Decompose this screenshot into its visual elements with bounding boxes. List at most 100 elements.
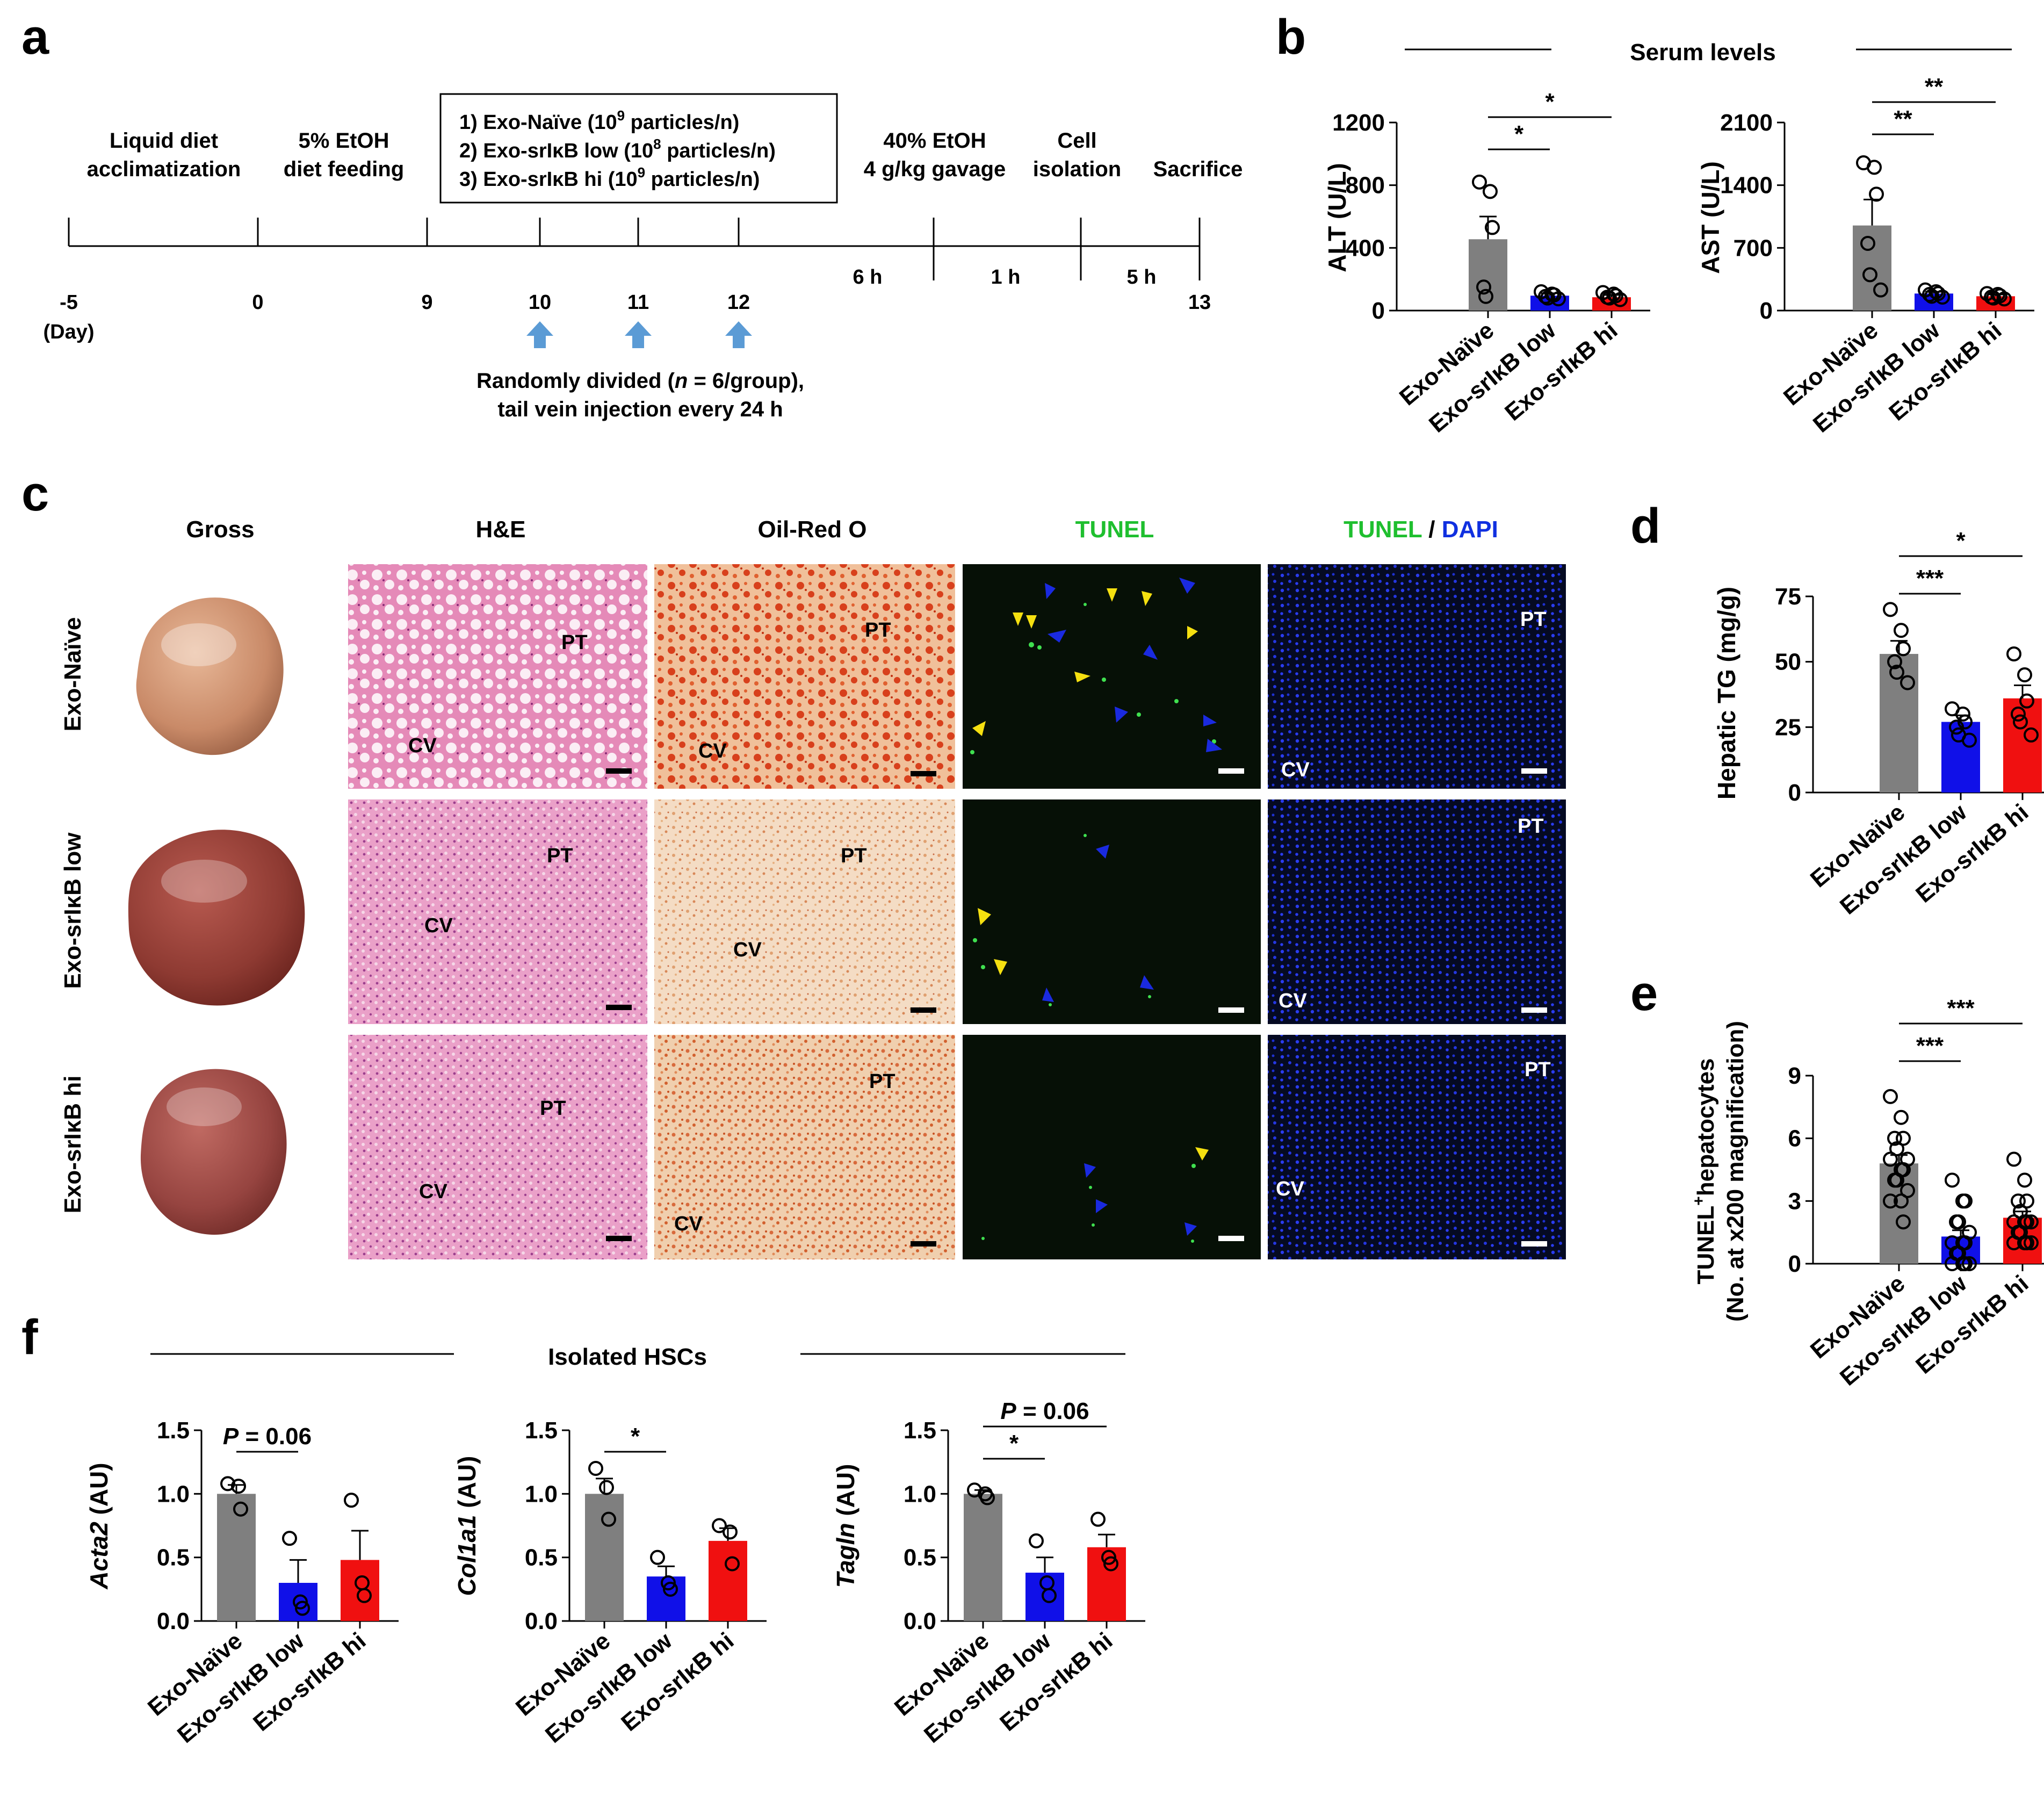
y-tick-label: 0.5 xyxy=(904,1545,936,1571)
gene-name: Tagln xyxy=(832,1523,860,1588)
data-point xyxy=(663,1581,678,1597)
dapi-low-cv: CV xyxy=(1279,990,1307,1012)
data-point xyxy=(1945,1172,1960,1188)
gross-liver-hi xyxy=(140,1069,287,1235)
panel-d-letter: d xyxy=(1630,499,1660,553)
p-value: = 0.06 xyxy=(1016,1398,1089,1424)
y-tick-label: 1.5 xyxy=(525,1417,558,1444)
y-tick-label: 3 xyxy=(1788,1188,1801,1214)
step-2-line2: diet feeding xyxy=(284,157,404,181)
data-point xyxy=(1958,1235,1973,1251)
serum-header: Serum levels xyxy=(1630,39,1776,66)
data-point xyxy=(2019,1235,2034,1251)
timeline xyxy=(68,218,1201,280)
gene-unit: (AU) xyxy=(832,1464,860,1523)
data-point xyxy=(1476,279,1491,295)
data-point xyxy=(601,1511,616,1527)
data-point xyxy=(295,1601,310,1616)
data-point xyxy=(661,1575,676,1590)
gene-name: Col1a1 xyxy=(453,1515,481,1596)
data-point xyxy=(344,1493,359,1508)
y-tick-label: 1200 xyxy=(1332,110,1385,136)
y-tick-label: 1.5 xyxy=(904,1417,936,1444)
tunel-sig-low-label: *** xyxy=(1916,1033,1944,1059)
data-point xyxy=(1883,1089,1898,1104)
row-label-low: Exo-srIκB low xyxy=(60,832,86,989)
data-point xyxy=(1997,291,2012,307)
alt-sig-hi-label: * xyxy=(1545,89,1555,115)
col-tunel: TUNEL xyxy=(1075,516,1154,543)
oil-hi-pt: PT xyxy=(869,1070,895,1093)
scale-bar xyxy=(1521,1241,1547,1247)
data-point xyxy=(1869,186,1884,202)
y-tick-label: 0 xyxy=(1760,298,1773,324)
tg-sig-hi-label: * xyxy=(1956,528,1966,554)
injection-arrow-day10 xyxy=(526,321,553,348)
tick-12: 12 xyxy=(727,291,750,314)
micrograph-he-low: PT CV xyxy=(348,799,647,1024)
data-point xyxy=(2006,646,2021,662)
micrograph-tunel-low xyxy=(963,799,1261,1024)
scale-bar xyxy=(606,1005,632,1010)
data-point xyxy=(1900,675,1915,690)
y-tick-label: 1.0 xyxy=(525,1481,558,1507)
data-point xyxy=(725,1556,740,1572)
interval-1h: 1 h xyxy=(991,266,1021,289)
data-point xyxy=(2011,1193,2026,1209)
data-point xyxy=(1986,290,2001,306)
y-tick-label: 0.0 xyxy=(904,1608,936,1634)
data-point xyxy=(1962,1256,1977,1271)
scale-bar xyxy=(1218,1236,1244,1241)
tick-13: 13 xyxy=(1188,291,1211,314)
data-point xyxy=(1951,1214,1966,1230)
dapi-hi-pt: PT xyxy=(1525,1058,1551,1081)
tick-0: 0 xyxy=(252,291,263,314)
tunel-word: TUNEL xyxy=(1693,1206,1719,1285)
micrograph-dapi-low: PT CV xyxy=(1268,799,1566,1024)
scale-bar xyxy=(911,771,936,776)
y-tick-label: 0.0 xyxy=(157,1608,190,1634)
tunel-rest: hepatocytes xyxy=(1693,1058,1719,1197)
step-5-line1: Sacrifice xyxy=(1153,157,1243,181)
bar-hi xyxy=(2003,698,2042,792)
data-point xyxy=(1889,1141,1904,1157)
box-item-2: 2) Exo-srIκB low (108 particles/n) xyxy=(459,136,776,162)
panel-f-letter: f xyxy=(21,1310,38,1365)
data-point xyxy=(1896,1214,1911,1230)
interval-6h: 6 h xyxy=(853,266,883,289)
scale-bar xyxy=(606,768,632,774)
data-point xyxy=(1883,1151,1898,1167)
dapi-naive-cv: CV xyxy=(1281,759,1310,781)
data-point xyxy=(1889,1172,1904,1188)
scale-bar xyxy=(1521,1007,1547,1013)
tick-minus5: -5 xyxy=(60,291,78,314)
data-point xyxy=(2019,1214,2034,1230)
data-point xyxy=(2024,1214,2039,1230)
step-4-line1: Cell xyxy=(1057,129,1096,153)
oil-naive-cv: CV xyxy=(698,740,727,762)
tunel-sig-hi-label: *** xyxy=(1947,995,1975,1021)
data-point xyxy=(2006,1151,2021,1167)
scale-bar xyxy=(606,1236,632,1241)
y-tick-label: 0.5 xyxy=(525,1545,558,1571)
ast-sig-low-label: ** xyxy=(1894,106,1912,132)
row-label-hi: Exo-srIκB hi xyxy=(60,1076,86,1214)
data-point xyxy=(1862,267,1877,283)
he-hi-pt: PT xyxy=(540,1097,566,1120)
col1a1-y-label: Col1a1 (AU) xyxy=(453,1456,481,1596)
y-tick-label: 1.0 xyxy=(157,1481,190,1507)
tagln-y-label: Tagln (AU) xyxy=(832,1464,860,1588)
data-point xyxy=(1900,1183,1915,1198)
data-point xyxy=(1894,1193,1909,1209)
scale-bar xyxy=(911,1241,936,1247)
data-point xyxy=(1949,719,1964,735)
data-point xyxy=(1103,1556,1118,1572)
panel-e-letter: e xyxy=(1630,966,1658,1021)
data-point xyxy=(1896,1162,1911,1177)
data-point xyxy=(1608,288,1623,304)
col-he: H&E xyxy=(476,516,526,543)
